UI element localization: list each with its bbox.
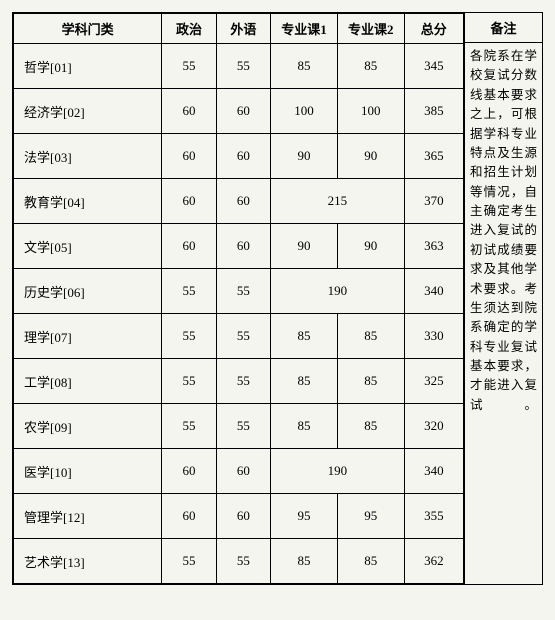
header-foreign: 外语 [216,14,270,44]
cell-major2: 90 [337,134,404,179]
cell-politics: 55 [162,314,216,359]
table-row: 艺术学[13]55558585362 [14,539,464,584]
cell-foreign: 60 [216,179,270,224]
notes-column: 备注 各院系在学校复试分数线基本要求之上，可根据学科专业特点及生源和招生计划等情… [464,13,542,584]
cell-subject: 艺术学[13] [14,539,162,584]
cell-total: 363 [404,224,463,269]
cell-politics: 60 [162,89,216,134]
score-table-wrap: 学科门类 政治 外语 专业课1 专业课2 总分 哲学[01]5555858534… [13,13,464,584]
cell-foreign: 55 [216,269,270,314]
table-row: 管理学[12]60609595355 [14,494,464,539]
cell-politics: 60 [162,134,216,179]
cell-total: 325 [404,359,463,404]
table-body: 哲学[01]55558585345经济学[02]6060100100385法学[… [14,44,464,584]
header-politics: 政治 [162,14,216,44]
table-row: 工学[08]55558585325 [14,359,464,404]
cell-subject: 哲学[01] [14,44,162,89]
cell-major1: 85 [271,404,338,449]
cell-subject: 理学[07] [14,314,162,359]
cell-subject: 历史学[06] [14,269,162,314]
cell-major2: 90 [337,224,404,269]
cell-subject: 农学[09] [14,404,162,449]
cell-foreign: 55 [216,404,270,449]
cell-total: 365 [404,134,463,179]
cell-major1: 85 [271,359,338,404]
cell-major2: 85 [337,404,404,449]
cell-major1: 85 [271,539,338,584]
cell-total: 340 [404,449,463,494]
cell-major1: 95 [271,494,338,539]
cell-foreign: 55 [216,44,270,89]
table-row: 医学[10]6060190340 [14,449,464,494]
cell-major2: 85 [337,314,404,359]
cell-major1: 85 [271,44,338,89]
cell-politics: 60 [162,494,216,539]
cell-subject: 工学[08] [14,359,162,404]
cell-major1: 85 [271,314,338,359]
cell-major-merged: 190 [271,269,405,314]
header-total: 总分 [404,14,463,44]
cell-total: 330 [404,314,463,359]
table-row: 农学[09]55558585320 [14,404,464,449]
cell-foreign: 60 [216,89,270,134]
cell-total: 385 [404,89,463,134]
table-row: 历史学[06]5555190340 [14,269,464,314]
cell-total: 362 [404,539,463,584]
table-row: 法学[03]60609090365 [14,134,464,179]
cell-total: 345 [404,44,463,89]
cell-politics: 55 [162,44,216,89]
cell-foreign: 60 [216,494,270,539]
cell-subject: 医学[10] [14,449,162,494]
cell-total: 370 [404,179,463,224]
table-row: 理学[07]55558585330 [14,314,464,359]
cell-subject: 管理学[12] [14,494,162,539]
cell-major1: 100 [271,89,338,134]
notes-body: 各院系在学校复试分数线基本要求之上，可根据学科专业特点及生源和招生计划等情况，自… [465,43,542,584]
score-table-container: 学科门类 政治 外语 专业课1 专业课2 总分 哲学[01]5555858534… [12,12,543,585]
cell-subject: 法学[03] [14,134,162,179]
table-row: 经济学[02]6060100100385 [14,89,464,134]
cell-major2: 85 [337,359,404,404]
cell-major-merged: 190 [271,449,405,494]
header-row: 学科门类 政治 外语 专业课1 专业课2 总分 [14,14,464,44]
notes-header: 备注 [465,13,542,43]
cell-major1: 90 [271,134,338,179]
cell-major2: 100 [337,89,404,134]
cell-foreign: 60 [216,449,270,494]
cell-politics: 55 [162,404,216,449]
cell-major1: 90 [271,224,338,269]
cell-subject: 教育学[04] [14,179,162,224]
cell-total: 340 [404,269,463,314]
table-row: 哲学[01]55558585345 [14,44,464,89]
cell-politics: 60 [162,449,216,494]
cell-total: 355 [404,494,463,539]
cell-major2: 85 [337,539,404,584]
cell-subject: 经济学[02] [14,89,162,134]
cell-foreign: 60 [216,224,270,269]
cell-politics: 60 [162,224,216,269]
cell-total: 320 [404,404,463,449]
cell-politics: 55 [162,269,216,314]
table-row: 教育学[04]6060215370 [14,179,464,224]
cell-major-merged: 215 [271,179,405,224]
cell-politics: 60 [162,179,216,224]
cell-major2: 85 [337,44,404,89]
cell-politics: 55 [162,539,216,584]
score-table: 学科门类 政治 外语 专业课1 专业课2 总分 哲学[01]5555858534… [13,13,464,584]
header-major2: 专业课2 [337,14,404,44]
cell-foreign: 60 [216,134,270,179]
cell-major2: 95 [337,494,404,539]
header-major1: 专业课1 [271,14,338,44]
header-subject: 学科门类 [14,14,162,44]
cell-foreign: 55 [216,539,270,584]
table-row: 文学[05]60609090363 [14,224,464,269]
cell-politics: 55 [162,359,216,404]
cell-subject: 文学[05] [14,224,162,269]
cell-foreign: 55 [216,359,270,404]
cell-foreign: 55 [216,314,270,359]
